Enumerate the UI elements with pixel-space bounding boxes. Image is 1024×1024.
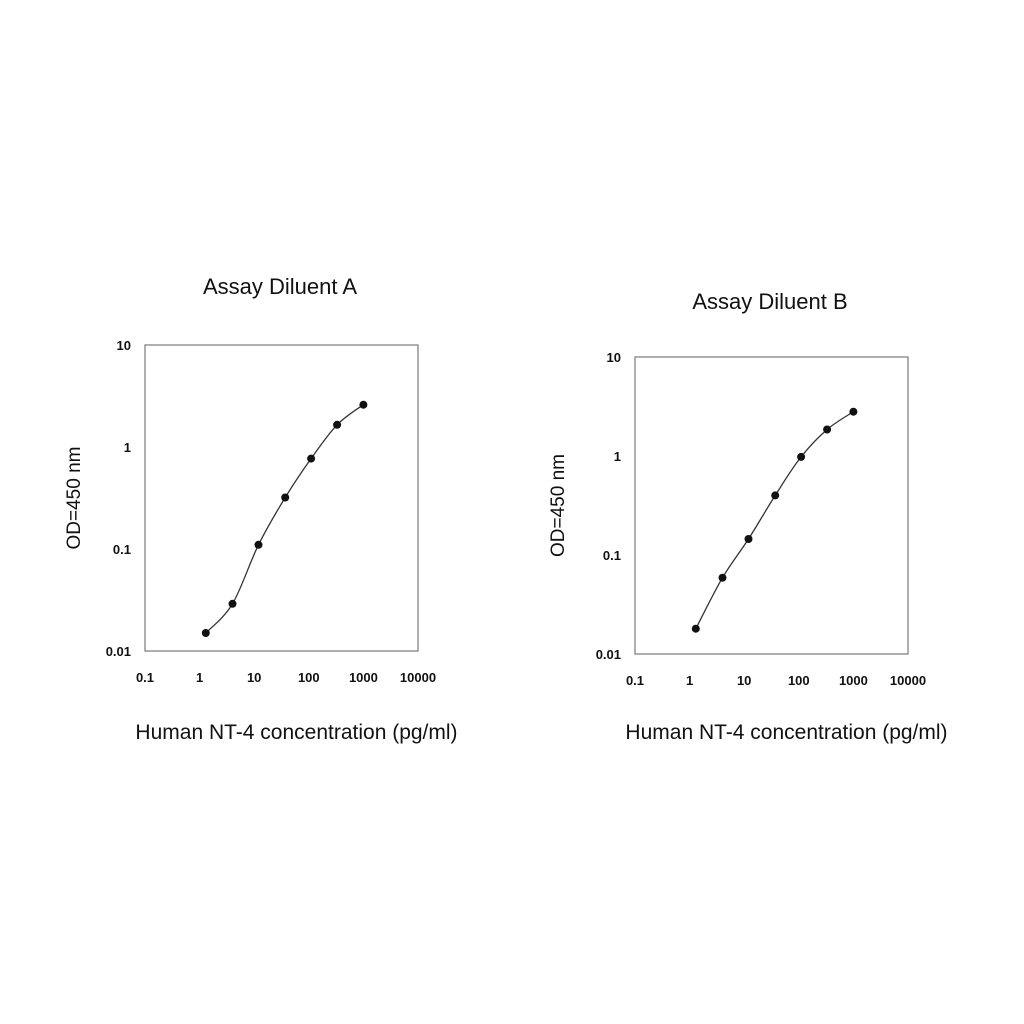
y-tick-label: 10	[117, 338, 131, 353]
plot-frame	[144, 344, 419, 652]
data-point	[744, 535, 753, 543]
x-tick-label: 0.1	[136, 670, 154, 685]
data-point	[691, 624, 700, 633]
y-axis-label: OD=450 nm	[548, 454, 569, 557]
data-point	[201, 629, 210, 637]
x-tick-label: 10000	[890, 673, 926, 688]
x-tick-label: 10	[737, 673, 751, 688]
chart-title: Assay Diluent A	[203, 274, 357, 299]
data-point	[849, 407, 858, 416]
x-tick-label: 100	[298, 670, 320, 685]
series-line	[695, 411, 854, 630]
series-line	[205, 404, 364, 634]
x-tick-label: 1	[686, 673, 693, 688]
data-point	[771, 491, 780, 500]
data-point	[718, 573, 727, 582]
y-tick-label: 1	[614, 449, 621, 464]
data-point	[281, 493, 290, 502]
y-tick-label: 1	[124, 440, 131, 455]
x-axis-label: Human NT-4 concentration (pg/ml)	[135, 721, 457, 744]
y-tick-label: 0.01	[106, 644, 131, 659]
data-point	[254, 540, 263, 549]
x-tick-label: 100	[788, 673, 810, 688]
chart-2: Assay Diluent B Human NT-4 concentration …	[548, 289, 948, 744]
data-point	[797, 452, 806, 461]
x-tick-label: 0.1	[626, 673, 644, 688]
y-axis-label: OD=450 nm	[64, 447, 85, 550]
x-tick-label: 10	[247, 670, 261, 685]
x-tick-label: 1	[196, 670, 203, 685]
x-tick-label: 1000	[839, 673, 868, 688]
data-point	[228, 599, 237, 608]
y-tick-label: 0.1	[603, 548, 621, 563]
chart-1: Assay Diluent A Human NT-4 concentration …	[64, 274, 458, 744]
data-point	[823, 425, 832, 434]
chart-title: Assay Diluent B	[692, 289, 847, 314]
data-point	[307, 454, 316, 463]
data-point	[333, 420, 342, 429]
y-tick-label: 10	[607, 350, 621, 365]
x-axis-label: Human NT-4 concentration (pg/ml)	[625, 721, 947, 744]
x-tick-label: 1000	[349, 670, 378, 685]
y-tick-label: 0.1	[113, 542, 131, 557]
data-point	[359, 400, 368, 409]
plot-frame	[634, 356, 909, 655]
x-tick-label: 10000	[400, 670, 436, 685]
y-tick-label: 0.01	[596, 647, 621, 662]
